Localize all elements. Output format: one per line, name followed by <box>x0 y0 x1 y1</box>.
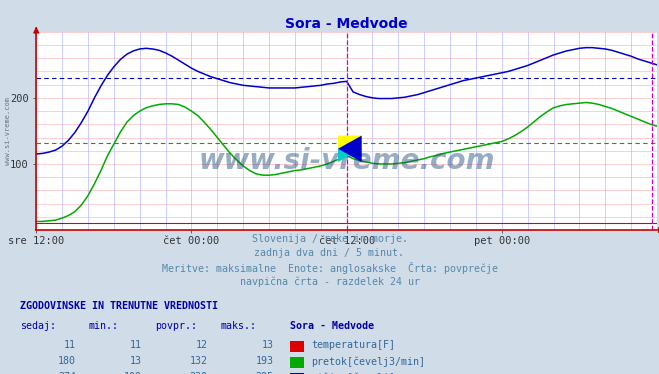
Polygon shape <box>338 135 362 162</box>
Text: navpična črta - razdelek 24 ur: navpična črta - razdelek 24 ur <box>239 276 420 287</box>
Text: 180: 180 <box>58 356 76 366</box>
Text: 11: 11 <box>64 340 76 350</box>
Text: 193: 193 <box>256 356 273 366</box>
Text: temperatura[F]: temperatura[F] <box>311 340 395 350</box>
Text: Slovenija / reke in morje.: Slovenija / reke in morje. <box>252 234 407 244</box>
Text: Meritve: maksimalne  Enote: anglosakske  Črta: povprečje: Meritve: maksimalne Enote: anglosakske Č… <box>161 262 498 274</box>
Title: Sora - Medvode: Sora - Medvode <box>285 16 408 31</box>
Text: 274: 274 <box>58 372 76 374</box>
Text: 13: 13 <box>262 340 273 350</box>
Polygon shape <box>338 149 362 162</box>
Text: 11: 11 <box>130 340 142 350</box>
Text: min.:: min.: <box>89 321 119 331</box>
Text: Sora - Medvode: Sora - Medvode <box>290 321 374 331</box>
Text: 132: 132 <box>190 356 208 366</box>
Text: pretok[čevelj3/min]: pretok[čevelj3/min] <box>311 356 425 367</box>
Text: 295: 295 <box>256 372 273 374</box>
Text: 230: 230 <box>190 372 208 374</box>
Text: ZGODOVINSKE IN TRENUTNE VREDNOSTI: ZGODOVINSKE IN TRENUTNE VREDNOSTI <box>20 301 217 311</box>
Text: www.si-vreme.com: www.si-vreme.com <box>198 147 495 175</box>
Polygon shape <box>338 135 362 149</box>
Text: povpr.:: povpr.: <box>155 321 197 331</box>
Text: 109: 109 <box>124 372 142 374</box>
Text: www.si-vreme.com: www.si-vreme.com <box>5 97 11 165</box>
Text: maks.:: maks.: <box>221 321 257 331</box>
Text: sedaj:: sedaj: <box>20 321 56 331</box>
Text: 12: 12 <box>196 340 208 350</box>
Text: zadnja dva dni / 5 minut.: zadnja dva dni / 5 minut. <box>254 248 405 258</box>
Text: 13: 13 <box>130 356 142 366</box>
Text: višina[čevelj]: višina[čevelj] <box>311 372 395 374</box>
